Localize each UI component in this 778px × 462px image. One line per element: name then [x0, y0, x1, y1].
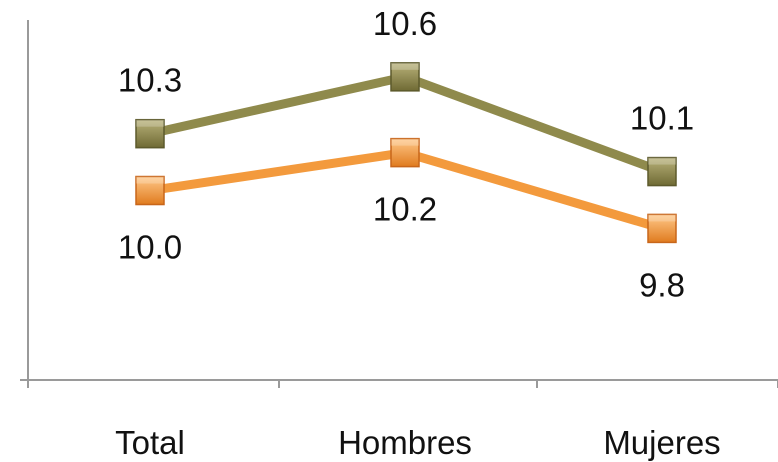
- data-label: 10.3: [118, 62, 182, 99]
- series-layer: [135, 62, 677, 244]
- x-tick-label: Hombres: [338, 424, 472, 461]
- data-point-marker: [135, 175, 165, 206]
- data-label: 10.0: [118, 229, 182, 266]
- data-label: 10.2: [373, 191, 437, 228]
- data-label: 10.6: [373, 5, 437, 42]
- data-point-marker: [390, 62, 420, 92]
- data-point-marker: [390, 137, 420, 168]
- data-label: 9.8: [639, 266, 685, 303]
- data-point-marker: [647, 213, 677, 244]
- x-tick-label: Mujeres: [603, 424, 720, 461]
- x-tick-label: Total: [115, 424, 185, 461]
- data-label: 10.1: [630, 100, 694, 137]
- data-point-marker: [647, 156, 677, 187]
- axes: [20, 20, 778, 388]
- data-point-marker: [135, 118, 165, 149]
- labels-layer: Total Hombres Mujeres 10.3 10.6 10.1 10.0 10.2 9…: [115, 5, 721, 461]
